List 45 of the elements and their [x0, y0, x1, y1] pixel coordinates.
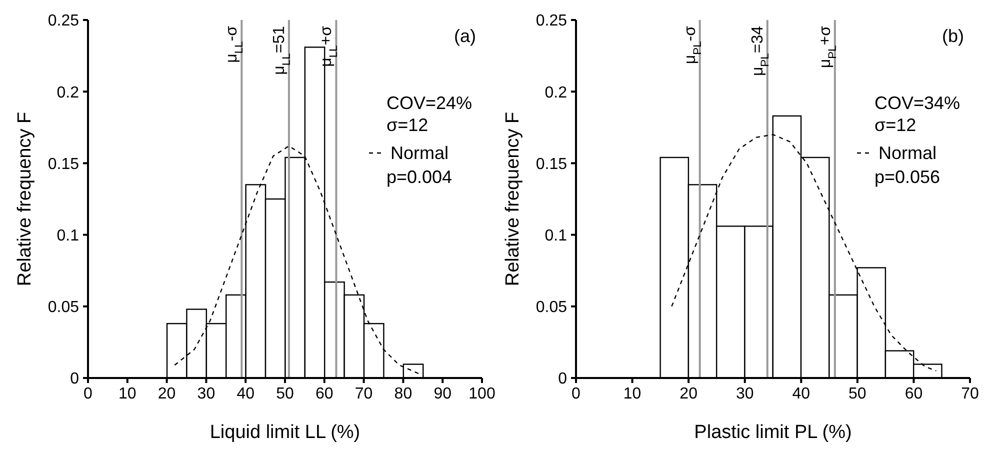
- x-tick-label: 20: [158, 385, 176, 402]
- x-axis-title: Plastic limit PL (%): [694, 422, 852, 443]
- x-tick-label: 40: [792, 385, 810, 402]
- x-tick-label: 90: [434, 385, 452, 402]
- x-tick-label: 30: [736, 385, 754, 402]
- x-axis-title: Liquid limit LL (%): [210, 422, 360, 443]
- x-tick-label: 20: [680, 385, 698, 402]
- y-tick-label: 0.05: [48, 299, 80, 316]
- y-tick-label: 0.2: [544, 84, 568, 102]
- x-tick-label: 50: [848, 385, 866, 402]
- x-tick-label: 10: [623, 385, 642, 402]
- x-tick-label: 80: [394, 385, 412, 402]
- y-tick-label: 0.15: [48, 156, 80, 173]
- annotation: p=0.056: [874, 166, 942, 188]
- x-tick-label: 60: [904, 385, 923, 402]
- x-tick-label: 30: [197, 385, 216, 402]
- annotation: (b): [942, 26, 964, 47]
- y-tick-label: 0.15: [536, 156, 568, 173]
- x-tick-label: 100: [468, 385, 496, 402]
- y-tick-label: 0.25: [536, 12, 568, 30]
- y-tick-label: 0.2: [56, 84, 80, 102]
- x-tick-label: 40: [236, 385, 255, 402]
- annotation: COV=34%: [874, 92, 960, 114]
- y-tick-label: 0.1: [56, 227, 80, 244]
- y-tick-label: 0: [558, 370, 568, 388]
- annotation: p=0.004: [386, 166, 454, 188]
- annotation: σ=12: [874, 114, 918, 136]
- y-tick-label: 0.05: [536, 299, 568, 316]
- y-tick-label: 0.25: [48, 12, 80, 30]
- x-tick-label: 0: [84, 385, 93, 402]
- y-tick-label: 0.1: [544, 227, 568, 244]
- annotation: COV=24%: [386, 92, 472, 114]
- y-axis-title: Relative frequency F: [14, 112, 36, 286]
- legend-label: Normal: [878, 142, 936, 164]
- x-tick-label: 0: [572, 385, 581, 402]
- x-tick-label: 50: [276, 385, 294, 402]
- x-tick-label: 70: [354, 385, 373, 402]
- x-tick-label: 70: [961, 385, 979, 402]
- annotation: (a): [454, 26, 476, 47]
- legend-label: Normal: [390, 142, 448, 164]
- y-tick-label: 0: [70, 370, 80, 388]
- y-axis-title: Relative frequency F: [502, 112, 524, 286]
- x-tick-label: 60: [316, 385, 334, 402]
- annotation: σ=12: [386, 114, 430, 136]
- x-tick-label: 10: [118, 385, 136, 402]
